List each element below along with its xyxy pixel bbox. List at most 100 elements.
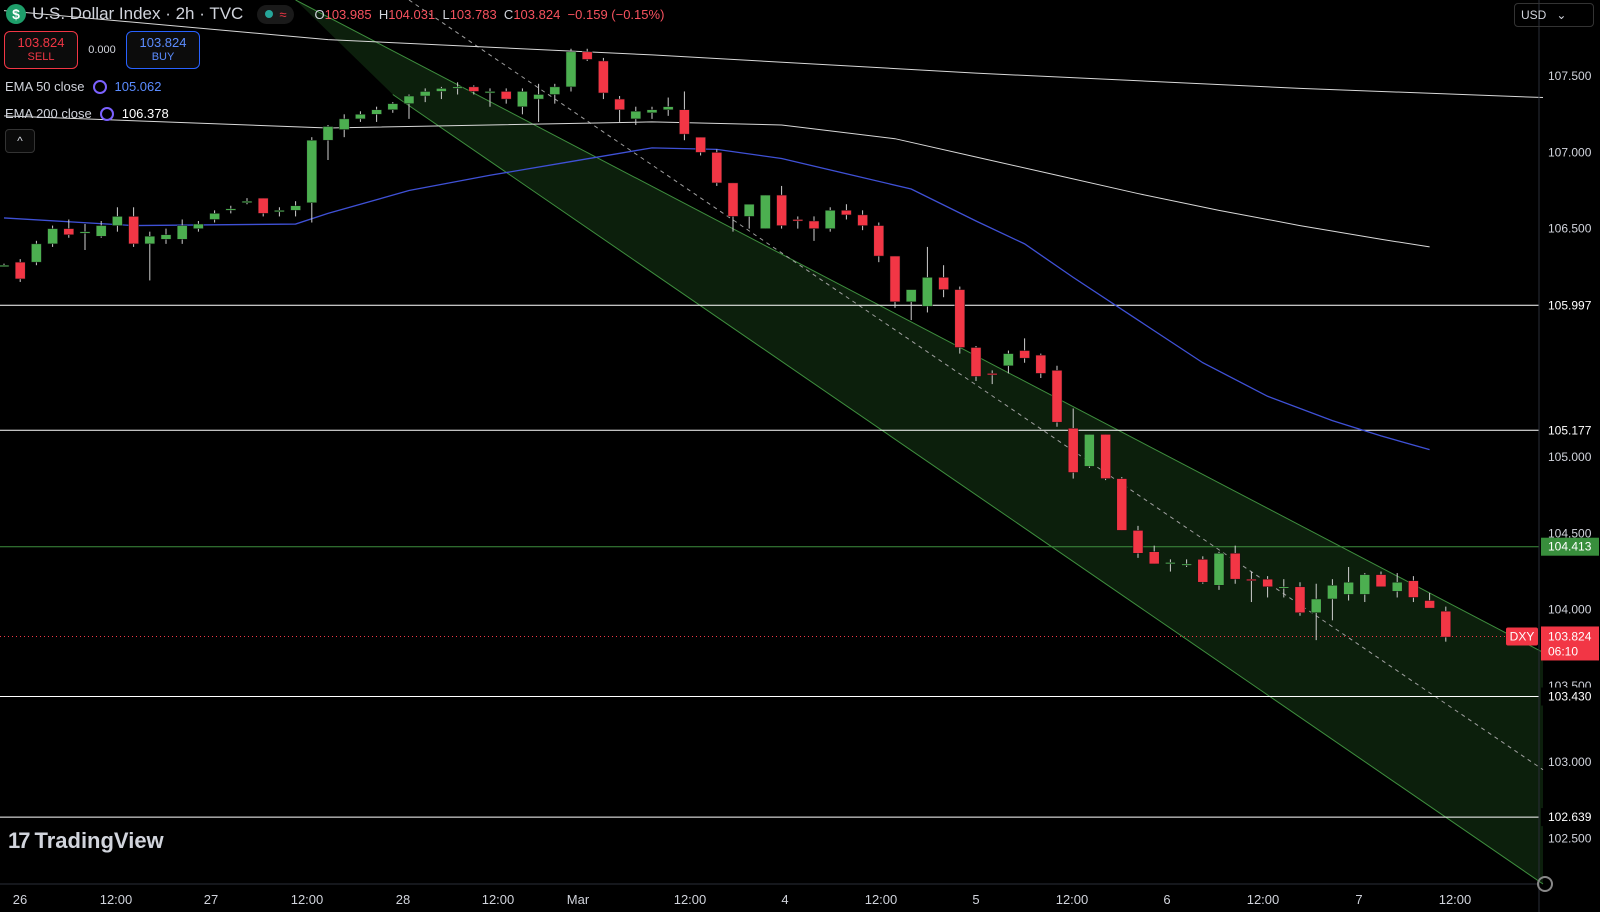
candle-body [938, 277, 949, 290]
candle [1262, 576, 1273, 598]
candle [905, 289, 917, 321]
candle-body [1100, 434, 1111, 479]
candle-body [1424, 600, 1435, 609]
candle-body [1181, 563, 1192, 566]
candle-body [1132, 530, 1144, 554]
refresh-icon[interactable] [92, 79, 107, 94]
candle-body [1051, 370, 1063, 423]
buy-label: BUY [151, 51, 175, 63]
tradingview-logo-icon: 17 [8, 828, 31, 853]
candle-body [808, 220, 820, 229]
candle [1165, 559, 1176, 572]
currency-label: USD [1521, 8, 1547, 22]
candle-body [857, 214, 868, 226]
candle [79, 224, 91, 250]
sell-button[interactable]: 103.824 SELL [4, 31, 78, 69]
time-tick-label: 26 [13, 892, 27, 907]
level-label-box [1541, 421, 1599, 440]
level-label: 105.997 [1548, 298, 1592, 312]
candle [1100, 434, 1111, 481]
candle-body [468, 86, 480, 92]
candle [193, 221, 204, 232]
refresh-icon[interactable] [99, 106, 114, 121]
candle-body [193, 223, 204, 229]
candle-body [257, 197, 269, 214]
candle [1084, 434, 1095, 468]
candle-body [922, 277, 933, 307]
currency-select[interactable]: USD ⌄ [1514, 3, 1594, 27]
candle [47, 225, 58, 247]
candle [1424, 592, 1435, 609]
candle [1148, 545, 1160, 565]
candle [1278, 579, 1290, 598]
settings-icon[interactable] [1537, 876, 1553, 892]
candle-body [241, 200, 253, 203]
buy-button[interactable]: 103.824 BUY [126, 31, 200, 69]
candle-body [0, 264, 10, 267]
candle-body [1067, 428, 1079, 473]
candle-body [403, 95, 415, 104]
ema200-value: 106.378 [121, 106, 169, 121]
candle [630, 106, 642, 125]
candle [1359, 573, 1371, 603]
candle-body [371, 109, 382, 115]
tradingview-watermark[interactable]: 17 TradingView [8, 828, 164, 854]
candle [1035, 353, 1047, 378]
candle [808, 216, 820, 241]
candle [581, 48, 593, 61]
candle [290, 201, 301, 217]
candle-body [500, 91, 512, 100]
time-axis[interactable]: 26 12:00 27 12:00 28 12:00 Mar 12:00 4 12:00 5 12:0… [13, 892, 1472, 907]
candle-body [1408, 580, 1419, 598]
time-tick-label: Mar [567, 892, 590, 907]
channel-fill [295, 0, 1544, 884]
candle [31, 240, 42, 266]
candle [1132, 525, 1144, 558]
candle [338, 114, 350, 138]
chart-pane-background [0, 0, 1539, 884]
candle [1116, 477, 1128, 531]
close-value: 103.824 [513, 6, 561, 22]
candle-body [1165, 562, 1176, 565]
candle [1375, 571, 1387, 588]
candle-body [630, 111, 642, 120]
symbol-title[interactable]: U.S. Dollar Index · 2h · TVC [32, 4, 244, 23]
level-label: 104.413 [1548, 540, 1592, 554]
ema50-line [3, 147, 1430, 451]
candle-body [144, 235, 156, 245]
price-axis-labels: 105.997 105.177 104.413 103.430 102.639 DXY 10… [1506, 296, 1599, 827]
candle [922, 246, 933, 313]
candle-body [905, 289, 917, 303]
candle-body [160, 234, 172, 240]
candle-body [1148, 551, 1160, 565]
indicator-ema50[interactable]: EMA 50 close 105.062 [5, 79, 162, 94]
price-tick-label: 102.500 [1548, 831, 1592, 845]
collapse-indicators-button[interactable]: ^ [5, 129, 35, 153]
price-axis[interactable]: 107.500 107.000 106.500 105.000 104.500 104.0… [1548, 69, 1592, 845]
market-status[interactable]: ≈ [257, 4, 295, 24]
candle-body [517, 91, 528, 107]
candle-body [112, 216, 123, 226]
watermark-text: TradingView [34, 828, 164, 853]
ema200-line [3, 115, 1430, 248]
candle-body [290, 205, 301, 211]
candle-body [1197, 559, 1209, 583]
candle [598, 57, 609, 100]
candle [387, 102, 399, 113]
candle [112, 207, 123, 232]
candle-body [63, 228, 75, 235]
candle-body [727, 182, 739, 217]
candle [986, 370, 998, 385]
candle [436, 86, 447, 100]
candle [1197, 556, 1209, 584]
candle-body [31, 243, 42, 263]
candle [1327, 579, 1338, 621]
candle [1003, 350, 1014, 374]
candle [614, 96, 625, 122]
level-label: 105.177 [1548, 423, 1592, 437]
time-tick-label: 12:00 [100, 892, 133, 907]
candle [662, 97, 674, 116]
candle-body [711, 152, 723, 184]
indicator-ema200[interactable]: EMA 200 close 106.378 [5, 106, 169, 121]
